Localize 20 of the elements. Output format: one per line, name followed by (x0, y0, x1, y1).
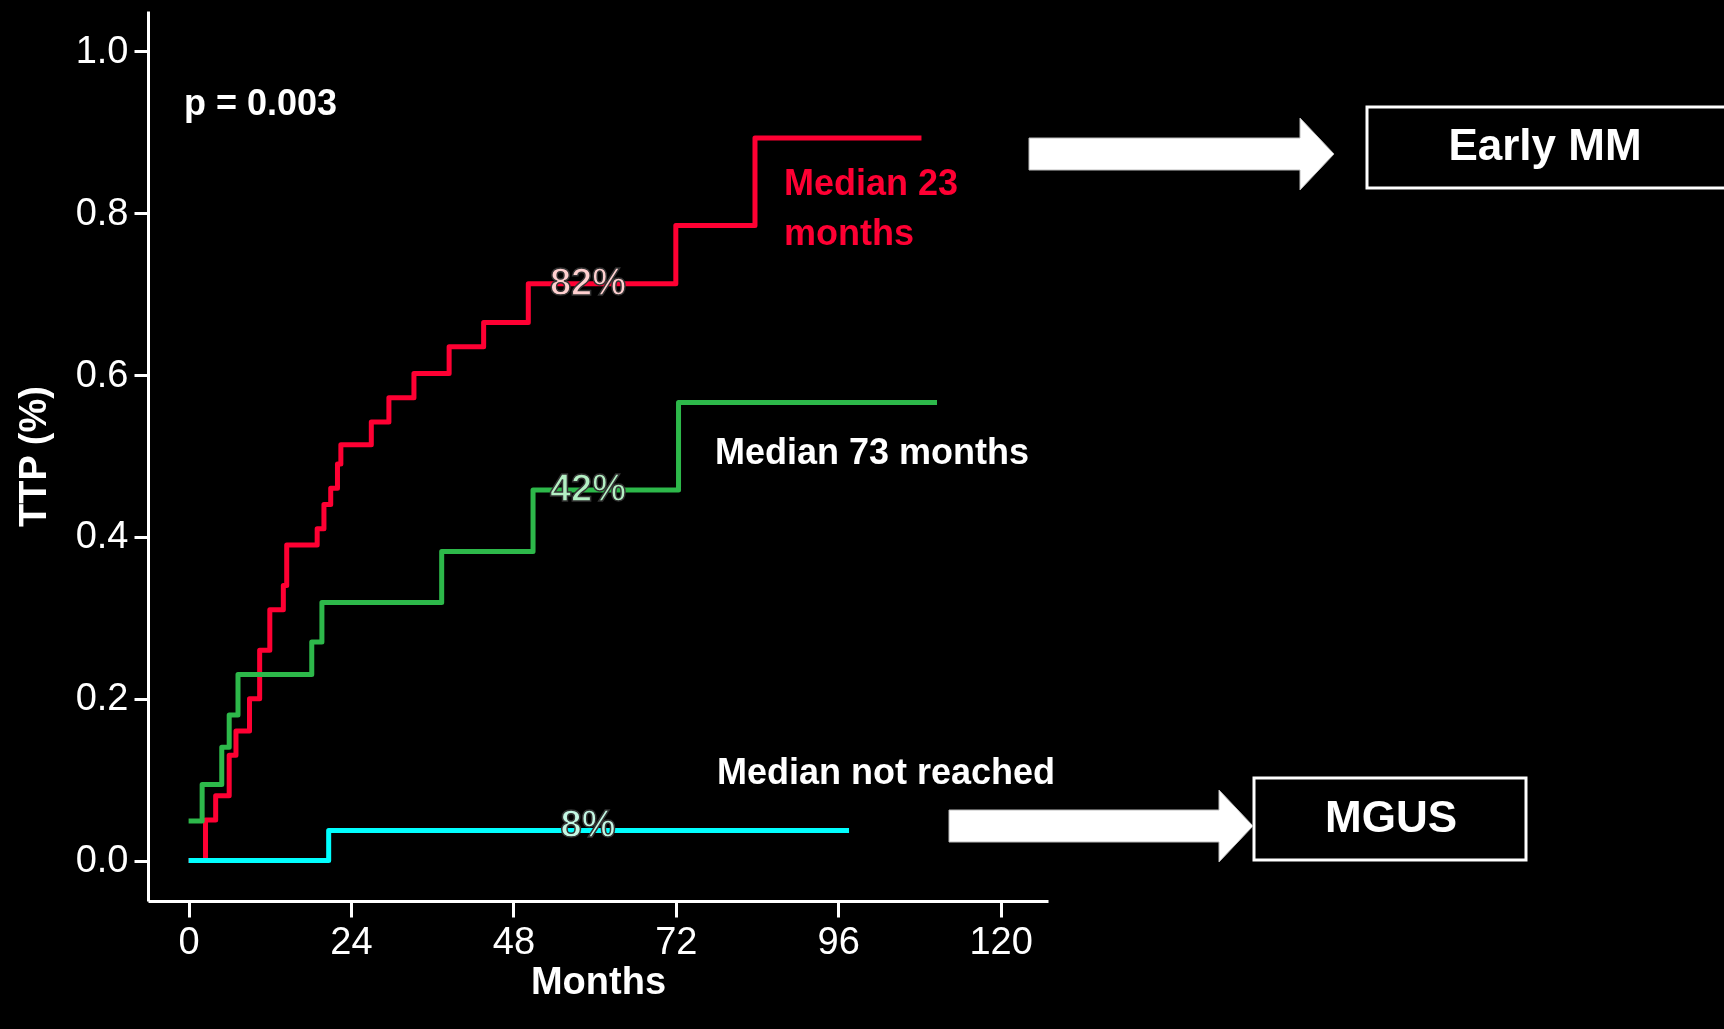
x-tick-label: 96 (817, 919, 860, 962)
x-tick-label: 24 (330, 919, 373, 962)
annotation: Median not reached (717, 751, 1056, 792)
y-tick-label: 0.0 (75, 838, 129, 881)
y-tick-label: 0.8 (75, 190, 129, 233)
x-tick-label: 48 (492, 919, 536, 962)
x-tick-label: 72 (655, 919, 698, 962)
annotation: Median 73 months (715, 431, 1030, 472)
text: Early MM (1448, 120, 1642, 169)
y-tick-label: 1.0 (75, 28, 129, 71)
y-axis-title: TTP (%) (11, 386, 54, 527)
y-tick-label: 0.2 (75, 676, 129, 719)
y-tick-label: 0.4 (75, 514, 129, 557)
annotation: p = 0.003 (184, 82, 338, 123)
x-tick-label: 0 (178, 919, 200, 962)
x-axis-title: Months (530, 959, 667, 1002)
text: MGUS (1325, 792, 1457, 841)
annotation: Median 23 months (784, 162, 959, 253)
y-tick-label: 0.6 (75, 352, 129, 395)
x-tick-label: 120 (969, 919, 1033, 962)
